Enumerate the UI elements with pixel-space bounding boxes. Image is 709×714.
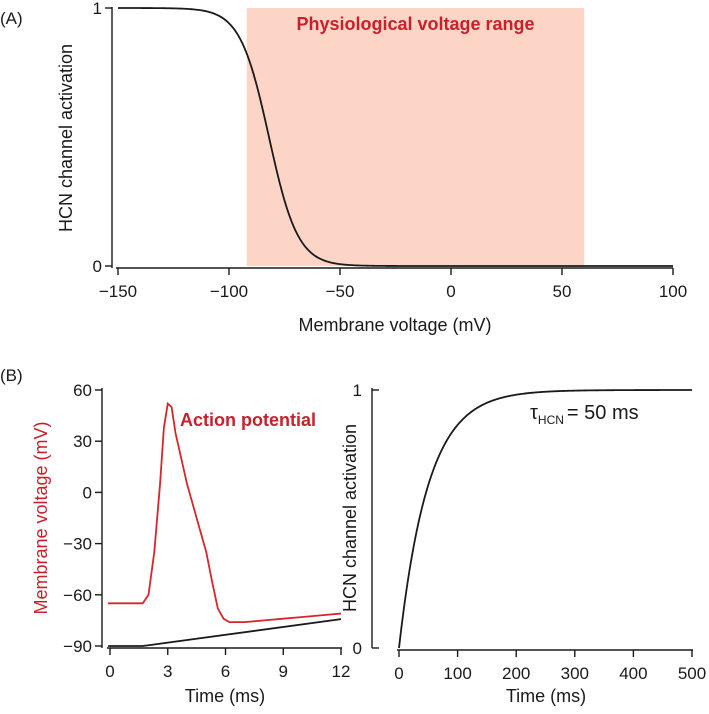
panel-a-y-ticks: 01 bbox=[93, 0, 112, 276]
panel-a-x-tick-label: −100 bbox=[210, 282, 248, 301]
panel-a-x-tick-label: 100 bbox=[659, 282, 687, 301]
panel-b-right-x-tick-label: 0 bbox=[394, 664, 403, 683]
panel-a-x-ticks: −150 −100 −50 0 50 100 bbox=[99, 268, 687, 301]
panel-b-y-axis-label: Membrane voltage (mV) bbox=[31, 421, 51, 614]
panel-a-label: (A) bbox=[0, 9, 23, 28]
panel-b-right-x-tick-label: 500 bbox=[678, 664, 706, 683]
hcn-activation-short-trace bbox=[108, 618, 342, 647]
panel-a: (A) Physiological voltage range −150 −100… bbox=[0, 0, 687, 335]
panel-b-right: 0 100 200 300 400 500 01 τHCN = 50 ms Time (ms… bbox=[340, 381, 706, 706]
panel-b-right-y-tick-label: 0 bbox=[353, 639, 362, 658]
panel-b-right-x-tick-label: 300 bbox=[561, 664, 589, 683]
panel-b-right-y-axis-label: HCN channel activation bbox=[340, 424, 360, 612]
tau-subscript: HCN bbox=[538, 413, 564, 427]
panel-b-right-x-axis-label: Time (ms) bbox=[506, 686, 586, 706]
panel-b-right-x-ticks: 0 100 200 300 400 500 bbox=[394, 650, 706, 683]
tau-annotation: τHCN = 50 ms bbox=[530, 402, 639, 427]
action-potential-trace bbox=[108, 401, 342, 624]
panel-b-x-tick-label: 12 bbox=[332, 662, 351, 681]
panel-b-right-y-tick-label: 1 bbox=[353, 381, 362, 400]
panel-b-y-tick-label: −60 bbox=[63, 586, 92, 605]
panel-b-label: (B) bbox=[0, 366, 23, 385]
panel-a-y-axis-label: HCN channel activation bbox=[56, 44, 76, 232]
panel-b-x-tick-label: 6 bbox=[221, 662, 230, 681]
panel-b: (B) 0 3 6 9 12 60 30 0 −30 −60 −90 Action potenti… bbox=[0, 366, 373, 706]
panel-b-right-x-tick-label: 200 bbox=[502, 664, 530, 683]
panel-a-x-tick-label: −150 bbox=[99, 282, 137, 301]
panel-b-right-x-tick-label: 400 bbox=[619, 664, 647, 683]
panel-b-right-x-tick-label: 100 bbox=[443, 664, 471, 683]
panel-a-x-tick-label: 50 bbox=[553, 282, 572, 301]
panel-b-y-tick-label: −30 bbox=[63, 535, 92, 554]
action-potential-label: Action potential bbox=[180, 410, 316, 430]
tau-symbol: τ bbox=[530, 402, 538, 424]
hcn-activation-time-curve bbox=[398, 389, 692, 649]
tau-value: = 50 ms bbox=[567, 402, 639, 424]
panel-a-x-tick-label: −50 bbox=[326, 282, 355, 301]
panel-b-x-tick-label: 9 bbox=[279, 662, 288, 681]
panel-b-y-tick-label: 30 bbox=[73, 432, 92, 451]
panel-b-y-tick-label: −90 bbox=[63, 637, 92, 656]
panel-b-y-ticks: 60 30 0 −30 −60 −90 bbox=[63, 381, 102, 656]
physiological-range-shade bbox=[246, 8, 585, 266]
panel-b-y-tick-label: 0 bbox=[83, 483, 92, 502]
hcn-activation-voltage-curve bbox=[118, 7, 673, 267]
panel-b-right-y-ticks: 01 bbox=[353, 381, 379, 658]
panel-a-x-tick-label: 0 bbox=[446, 282, 455, 301]
panel-b-x-tick-label: 0 bbox=[105, 662, 114, 681]
panel-a-y-tick-label: 0 bbox=[93, 257, 102, 276]
panel-b-x-axis-label: Time (ms) bbox=[185, 686, 265, 706]
panel-a-x-axis-label: Membrane voltage (mV) bbox=[298, 315, 491, 335]
panel-b-x-ticks: 0 3 6 9 12 bbox=[105, 648, 350, 681]
panel-b-x-tick-label: 3 bbox=[163, 662, 172, 681]
panel-b-y-tick-label: 60 bbox=[73, 381, 92, 400]
physiological-range-label: Physiological voltage range bbox=[296, 14, 534, 34]
panel-a-y-tick-label: 1 bbox=[93, 0, 102, 18]
